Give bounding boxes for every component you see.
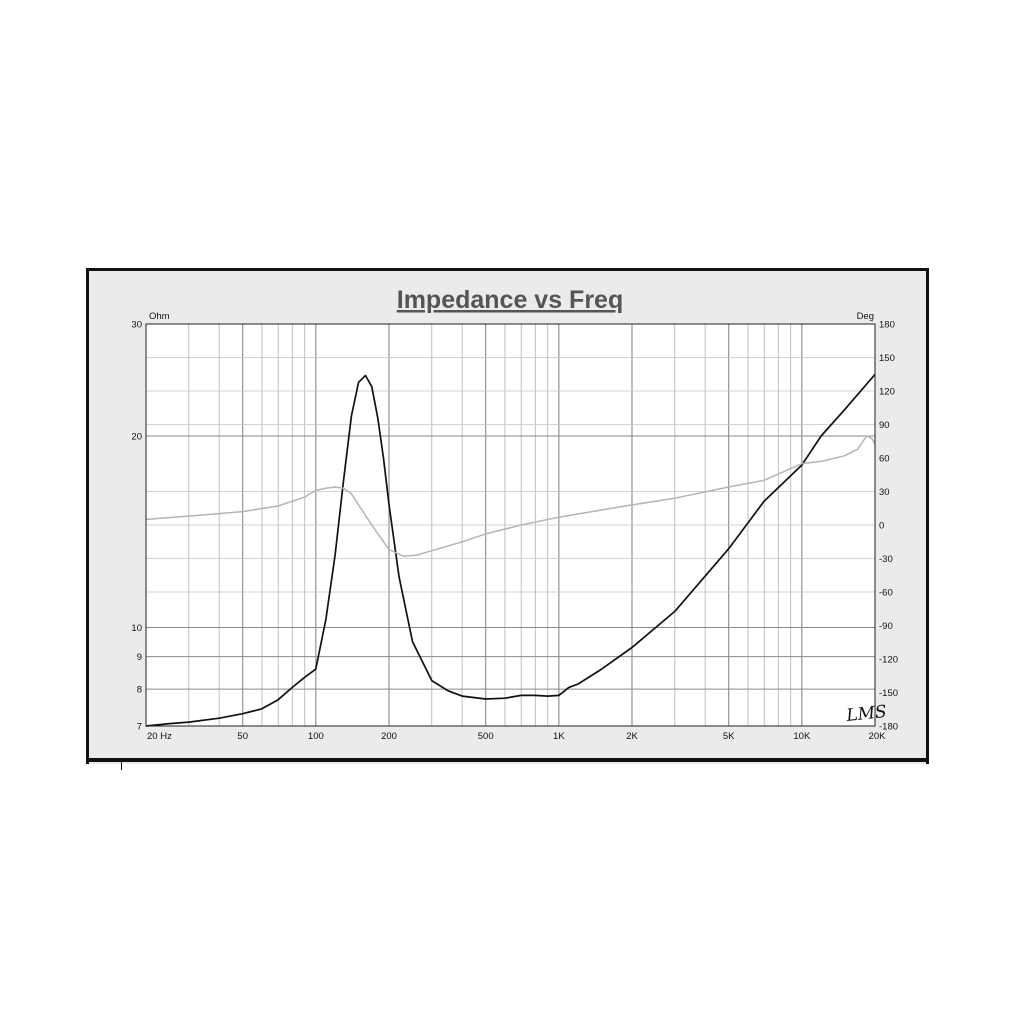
grid xyxy=(146,324,875,726)
chart-title: Impedance vs Freq xyxy=(397,286,623,314)
x-tick-label: 10K xyxy=(793,731,811,742)
y-right-tick-label: -90 xyxy=(879,621,893,632)
left-axis-unit: Ohm xyxy=(149,311,170,322)
x-tick-label: 50 xyxy=(237,731,248,742)
tick-labels: 20 Hz 50 100 200 500 1K 2K 5K 10K 20K 30 20 10 9 8 7 180… xyxy=(131,320,898,743)
y-right-tick-label: -120 xyxy=(879,655,898,666)
chart-frame: Impedance vs Freq Ohm Deg 20 Hz 50 100 200 5… xyxy=(86,268,929,764)
y-right-tick-label: 180 xyxy=(879,320,895,331)
x-tick-label: 200 xyxy=(381,731,397,742)
series-layer xyxy=(145,373,876,727)
plot-border xyxy=(145,323,876,727)
y-right-tick-label: 150 xyxy=(879,353,895,364)
y-right-tick-label: -30 xyxy=(879,554,893,565)
y-right-tick-label: 90 xyxy=(879,420,890,431)
impedance-magnitude-line xyxy=(145,373,876,727)
y-right-tick-label: -150 xyxy=(879,688,898,699)
frame-tick xyxy=(121,762,122,770)
x-tick-label: 100 xyxy=(308,731,324,742)
watermark-lms: LMS xyxy=(844,702,887,726)
x-tick-label: 1K xyxy=(553,731,565,742)
y-left-tick-label: 7 xyxy=(137,722,142,733)
x-tick-label: 20 Hz xyxy=(147,731,172,742)
x-tick-label: 5K xyxy=(723,731,735,742)
y-left-tick-label: 8 xyxy=(137,685,142,696)
y-left-tick-label: 10 xyxy=(131,623,142,634)
y-right-tick-label: 60 xyxy=(879,454,890,465)
x-tick-label: 500 xyxy=(478,731,494,742)
y-right-tick-label: 0 xyxy=(879,521,884,532)
right-axis-unit: Deg xyxy=(857,311,874,322)
y-left-tick-label: 9 xyxy=(137,652,142,663)
x-tick-label: 2K xyxy=(626,731,638,742)
y-left-tick-label: 30 xyxy=(131,320,142,331)
x-tick-label: 20K xyxy=(869,731,887,742)
frame-bottom-border xyxy=(86,758,929,762)
impedance-chart: Impedance vs Freq Ohm Deg 20 Hz 50 100 200 5… xyxy=(131,286,898,743)
y-right-tick-label: -180 xyxy=(879,722,898,733)
y-left-tick-label: 20 xyxy=(131,432,142,443)
y-right-tick-label: -60 xyxy=(879,588,893,599)
phase-line xyxy=(145,434,876,558)
y-right-tick-label: 30 xyxy=(879,487,890,498)
y-right-tick-label: 120 xyxy=(879,387,895,398)
